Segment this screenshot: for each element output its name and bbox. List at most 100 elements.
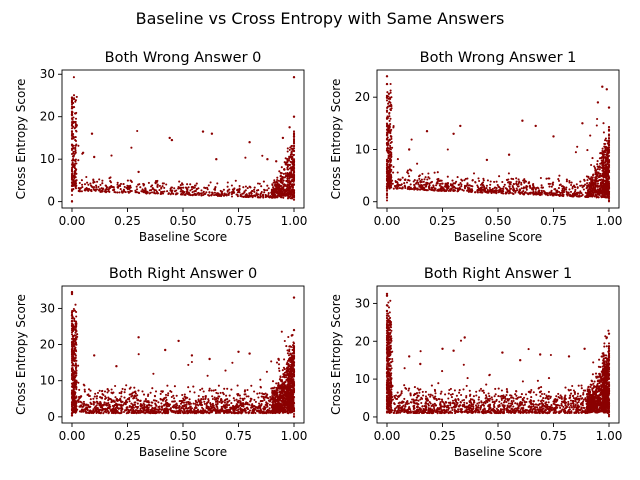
data-point — [416, 179, 419, 182]
data-point — [466, 186, 469, 189]
data-point — [120, 392, 123, 395]
data-point — [278, 189, 282, 192]
data-point — [126, 188, 129, 191]
data-point — [467, 190, 470, 193]
data-point — [161, 412, 164, 415]
data-point — [515, 182, 518, 185]
data-point — [130, 189, 133, 193]
data-point — [385, 122, 389, 125]
data-point — [192, 402, 195, 405]
data-point — [120, 411, 123, 414]
data-point — [292, 169, 296, 173]
data-point — [551, 183, 554, 186]
data-point — [244, 185, 247, 188]
data-point — [516, 189, 519, 192]
outlier-point — [385, 96, 389, 99]
data-point — [153, 408, 156, 411]
data-point — [418, 177, 421, 180]
outlier-point — [215, 158, 218, 161]
y-axis-label: Cross Entropy Score — [329, 79, 343, 200]
data-point — [389, 144, 392, 147]
x-tick-label: 0.75 — [540, 214, 567, 228]
data-point — [503, 183, 506, 186]
outlier-point — [507, 153, 511, 156]
data-point — [529, 186, 532, 189]
data-point — [470, 188, 473, 191]
data-point — [246, 402, 249, 405]
data-point — [92, 187, 95, 191]
data-point — [129, 184, 132, 187]
data-point — [292, 130, 296, 133]
data-point — [602, 195, 605, 198]
data-point — [410, 138, 413, 141]
data-point — [248, 409, 252, 412]
data-point — [255, 192, 258, 195]
data-point — [507, 178, 510, 181]
data-point — [100, 187, 103, 190]
data-point — [599, 186, 602, 190]
data-point — [247, 395, 250, 398]
data-point — [200, 189, 203, 192]
data-point — [586, 193, 590, 196]
outlier-point — [201, 130, 205, 133]
data-point — [70, 124, 74, 127]
data-point — [279, 191, 282, 194]
data-point — [601, 185, 604, 189]
data-point — [290, 152, 293, 155]
data-point — [285, 190, 288, 193]
data-point — [244, 411, 247, 414]
data-point — [136, 399, 139, 402]
data-point — [182, 192, 185, 195]
data-point — [489, 180, 492, 183]
data-point — [289, 180, 292, 183]
data-point — [266, 393, 269, 396]
data-point — [493, 189, 496, 192]
x-tick-label: 0.00 — [374, 214, 401, 228]
data-point — [545, 192, 548, 195]
data-point — [518, 180, 521, 183]
data-point — [183, 393, 186, 396]
data-point — [599, 181, 603, 184]
data-point — [139, 407, 142, 410]
data-point — [137, 183, 140, 186]
data-point — [286, 163, 289, 166]
data-point — [188, 403, 191, 406]
data-point — [281, 186, 284, 189]
data-point — [408, 168, 411, 171]
data-point — [135, 397, 138, 400]
y-tick-label: 10 — [355, 142, 370, 156]
data-point — [271, 390, 274, 393]
data-point — [231, 191, 234, 194]
data-point — [277, 367, 281, 370]
data-point — [524, 186, 528, 189]
data-point — [390, 135, 393, 138]
data-point — [170, 395, 173, 399]
data-point — [256, 196, 259, 199]
data-point — [220, 193, 223, 196]
data-point — [490, 191, 493, 194]
data-point — [292, 183, 296, 186]
data-point — [389, 108, 392, 111]
outlier-point — [210, 132, 214, 135]
data-point — [288, 371, 291, 374]
data-point — [408, 175, 411, 178]
data-point — [457, 189, 460, 193]
data-point — [385, 199, 389, 202]
data-point — [392, 165, 395, 168]
data-point — [417, 175, 421, 178]
data-point — [430, 188, 433, 192]
data-point — [292, 132, 296, 135]
data-point — [283, 339, 286, 343]
data-point — [606, 179, 609, 182]
data-point — [200, 194, 203, 197]
data-point — [120, 409, 123, 412]
data-point — [289, 377, 292, 380]
data-point — [135, 185, 138, 188]
data-point — [74, 172, 77, 175]
data-point — [385, 170, 389, 173]
data-point — [151, 387, 154, 390]
data-point — [258, 402, 261, 405]
data-point — [483, 186, 486, 189]
data-point — [438, 184, 441, 187]
outlier-point — [81, 151, 85, 154]
